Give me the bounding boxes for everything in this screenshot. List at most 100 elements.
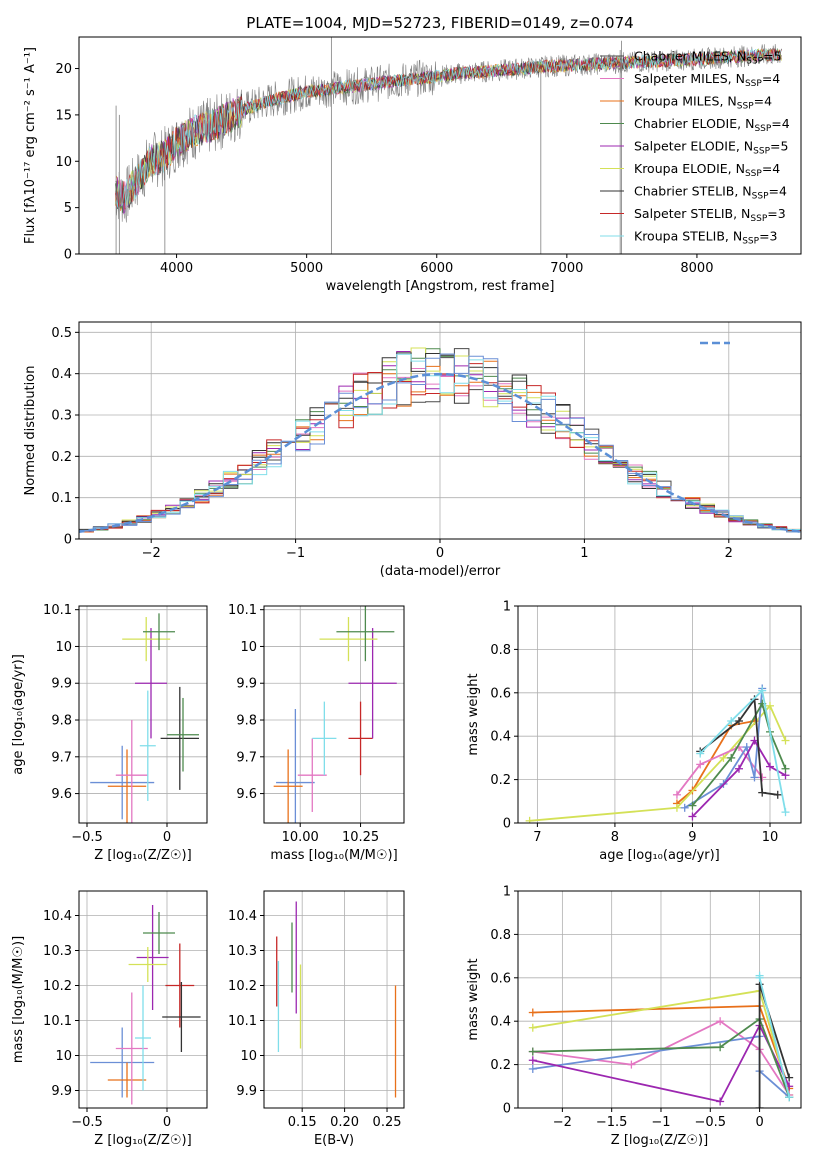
y-axis-label: mass weight <box>466 673 481 755</box>
weight-line <box>676 720 755 805</box>
legend-label-name: Salpeter ELODIE, N <box>634 139 753 154</box>
y-tick-label: 10 <box>55 155 72 170</box>
panel-3: 10.00 10.25 9.6 9.7 9.8 9.9 10 10.1 mass [log₁₀(… <box>228 603 405 863</box>
plot-area <box>276 901 397 1098</box>
y-axis-label: mass [log₁₀(M/M☉)] <box>11 936 26 1063</box>
x-tick-label: −2 <box>553 1115 572 1130</box>
x-axis-label: wavelength [Angstrom, rest frame] <box>326 279 555 294</box>
gridlines <box>79 606 207 823</box>
plot-area <box>90 613 199 823</box>
model-spectrum <box>115 48 782 210</box>
legend-label-subscript: SSP <box>737 102 754 112</box>
x-tick-label: 1 <box>580 546 588 561</box>
y-tick-label: 0 <box>64 248 72 263</box>
legend-label-subscript: SSP <box>745 79 762 89</box>
legend-label-subscript: SSP <box>753 147 770 157</box>
histogram-step <box>79 353 801 535</box>
x-tick-label: −2 <box>142 546 161 561</box>
x-tick-label: 10.25 <box>342 830 379 845</box>
y-tick-label: 0.8 <box>490 928 511 943</box>
x-axis-label: mass [log₁₀(M/M☉)] <box>270 848 397 863</box>
x-tick-label: −1 <box>286 546 305 561</box>
legend-label-suffix: =3 <box>767 206 785 221</box>
model-spectrum <box>115 48 782 209</box>
axes: 0.15 0.20 0.25 9.9 10 10.1 10.2 10.3 10.4 <box>228 909 401 1130</box>
y-axis-label: Normed distribution <box>23 366 38 496</box>
axes-frame <box>78 321 802 540</box>
legend-label-name: Salpeter MILES, N <box>634 71 745 86</box>
x-tick-label: −0.5 <box>71 1115 103 1130</box>
x-tick-label: 8000 <box>680 261 713 276</box>
axes-frame <box>263 605 405 824</box>
y-tick-label: 10 <box>240 1049 257 1064</box>
x-tick-label: 9 <box>688 830 696 845</box>
legend-label-suffix: =4 <box>769 184 787 199</box>
axes-frame <box>263 890 405 1109</box>
legend-label-subscript: SSP <box>746 57 763 67</box>
x-axis-label: (data-model)/error <box>380 564 501 579</box>
legend-label-suffix: =4 <box>762 161 780 176</box>
panel-7: −2 −1.5 −1 −0.5 0 0 0.2 0.4 0.6 0.8 1 Z [log₁₀(Z/Z☉… <box>466 885 802 1148</box>
y-tick-label: 10.3 <box>43 944 72 959</box>
legend-label: Salpeter ELODIE, NSSP=5 <box>634 139 788 157</box>
weight-line <box>691 738 786 818</box>
axes: 4000 5000 6000 7000 8000 0 5 10 15 20 <box>55 62 713 276</box>
x-tick-label: 8 <box>611 830 619 845</box>
axes-frame <box>78 605 208 824</box>
y-axis-label: Flux [fλ10⁻¹⁷ erg cm⁻² s⁻¹ A⁻¹] <box>23 47 38 244</box>
panel-4: 7 8 9 10 0 0.2 0.4 0.6 0.8 1 age [log₁₀(age/yr)] ma… <box>466 600 802 863</box>
y-tick-label: 0.5 <box>51 326 72 341</box>
y-tick-label: 1 <box>503 885 511 900</box>
axes: −2 −1 0 1 2 0 0.1 0.2 0.3 0.4 0.5 <box>51 326 733 561</box>
weight-line <box>532 1017 791 1098</box>
x-tick-label: −0.5 <box>71 830 103 845</box>
x-tick-label: −0.5 <box>694 1115 726 1130</box>
legend-label: Salpeter MILES, NSSP=4 <box>634 71 780 89</box>
y-tick-label: 9.7 <box>51 750 72 765</box>
axes-frame <box>517 605 802 824</box>
y-tick-label: 9.6 <box>236 787 257 802</box>
weight-line <box>699 688 787 813</box>
x-axis-label: Z [log₁₀(Z/Z☉)] <box>611 1133 708 1148</box>
y-tick-label: 10.1 <box>43 1014 72 1029</box>
x-tick-label: −1 <box>651 1115 670 1130</box>
x-axis-label: E(B-V) <box>314 1133 354 1148</box>
axes: −0.5 0 9.9 10 10.1 10.2 10.3 10.4 <box>43 909 171 1130</box>
y-tick-label: 9.9 <box>51 1084 72 1099</box>
axes: −0.5 0 9.6 9.7 9.8 9.9 10 10.1 <box>43 603 171 845</box>
y-tick-label: 15 <box>55 108 72 123</box>
legend-label: Chabrier STELIB, NSSP=4 <box>634 184 787 202</box>
x-tick-label: 0 <box>436 546 444 561</box>
y-tick-label: 10 <box>240 640 257 655</box>
y-tick-label: 5 <box>64 201 72 216</box>
gaussian-curve <box>79 372 801 534</box>
plot-area <box>79 347 801 535</box>
legend-label-name: Chabrier STELIB, N <box>634 184 752 199</box>
panel-2: −0.5 0 9.6 9.7 9.8 9.9 10 10.1 Z [log₁₀(Z/Z☉)] ag… <box>11 603 208 863</box>
y-tick-label: 0 <box>64 533 72 548</box>
gridlines <box>518 605 801 824</box>
legend-label: Chabrier MILES, NSSP=5 <box>634 49 782 67</box>
y-tick-label: 10.1 <box>43 603 72 618</box>
y-tick-label: 10 <box>55 640 72 655</box>
x-axis-label: Z [log₁₀(Z/Z☉)] <box>94 848 191 863</box>
y-tick-label: 1 <box>503 600 511 615</box>
axes-frame <box>78 890 208 1109</box>
model-spectrum <box>115 48 782 214</box>
y-tick-label: 9.7 <box>236 750 257 765</box>
y-tick-label: 0.4 <box>490 1015 511 1030</box>
x-tick-label: 5000 <box>290 261 323 276</box>
legend-label-subscript: SSP <box>754 124 771 134</box>
y-tick-label: 9.8 <box>51 714 72 729</box>
y-tick-label: 10.4 <box>228 909 257 924</box>
legend-label: Kroupa ELODIE, NSSP=4 <box>634 161 780 179</box>
panel-6: 0.15 0.20 0.25 9.9 10 10.1 10.2 10.3 10.4 E(B-V) <box>228 890 405 1148</box>
y-tick-label: 0.8 <box>490 643 511 658</box>
plot-area <box>90 905 201 1105</box>
legend-label-suffix: =5 <box>763 49 781 64</box>
chart-title: PLATE=1004, MJD=52723, FIBERID=0149, z=0… <box>246 14 633 32</box>
y-tick-label: 10.3 <box>228 944 257 959</box>
y-tick-label: 0.6 <box>490 971 511 986</box>
x-tick-label: 10.00 <box>282 830 319 845</box>
